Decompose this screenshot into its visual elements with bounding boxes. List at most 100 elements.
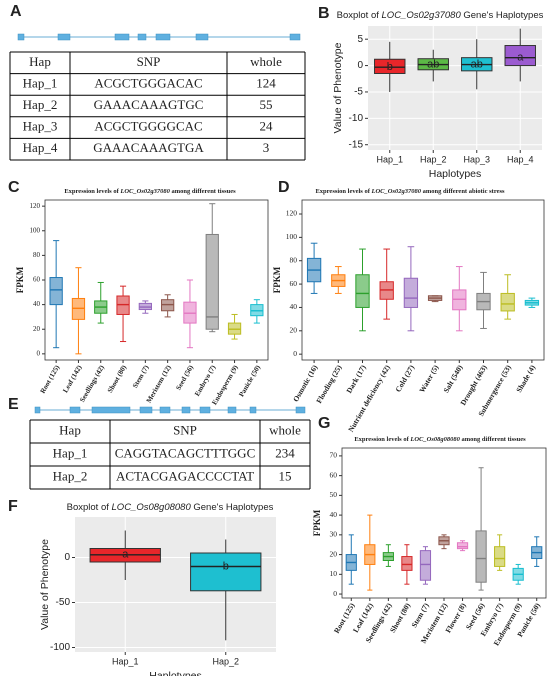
box bbox=[403, 277, 419, 308]
title-part: Expression levels of bbox=[315, 188, 371, 195]
x-tick-label: Hap_1 bbox=[376, 154, 403, 164]
table-cell: GAAACAAAGTGA bbox=[93, 140, 204, 155]
y-tick-label: -100 bbox=[50, 642, 70, 653]
panel-label: A bbox=[10, 3, 22, 20]
significance-letter: b bbox=[223, 560, 229, 572]
table-cell: CAGGTACAGCTTTGGC bbox=[115, 445, 256, 460]
y-tick-label: -50 bbox=[56, 597, 71, 608]
gene-exon bbox=[289, 33, 301, 41]
y-tick-label: 80 bbox=[33, 251, 41, 259]
significance-letter: ab bbox=[471, 58, 483, 70]
x-tick-label: Seed (56) bbox=[174, 363, 195, 391]
box bbox=[205, 233, 219, 330]
panel-label: G bbox=[318, 415, 330, 432]
y-tick-label: -15 bbox=[349, 139, 364, 150]
y-tick-label: 70 bbox=[330, 451, 338, 460]
title-part: Expression levels of bbox=[64, 188, 120, 195]
panel-label: D bbox=[278, 179, 290, 196]
plot-background bbox=[341, 447, 547, 599]
y-tick-label: 60 bbox=[290, 279, 298, 288]
chart-title: Expression levels of LOC_Os08g08080 amon… bbox=[354, 436, 526, 443]
box bbox=[500, 292, 515, 312]
chart-title: Expression levels of LOC_Os02g37080 amon… bbox=[315, 188, 505, 195]
table-cell: Hap_2 bbox=[53, 468, 88, 483]
gene-exon bbox=[155, 33, 171, 41]
gene-exon bbox=[34, 406, 41, 414]
title-part: Gene's Haplotypes bbox=[191, 502, 274, 513]
gene-exon bbox=[17, 33, 25, 41]
title-part: among different tissues bbox=[460, 436, 526, 443]
x-tick-label: Hap_2 bbox=[212, 656, 239, 666]
x-tick-label: Hap_2 bbox=[420, 154, 447, 164]
chart-title: Boxplot of LOC_Os08g08080 Gene's Haploty… bbox=[67, 502, 274, 513]
x-tick-label: Salt (540) bbox=[441, 363, 464, 394]
x-tick-label: Root (125) bbox=[39, 363, 62, 395]
significance-letter: ab bbox=[427, 58, 439, 70]
y-tick-label: 10 bbox=[330, 569, 338, 578]
box bbox=[504, 45, 536, 67]
y-tick-label: 100 bbox=[30, 226, 41, 234]
panel-label: E bbox=[8, 396, 19, 413]
y-tick-label: -10 bbox=[349, 113, 364, 124]
gene-exon bbox=[249, 406, 257, 414]
y-tick-label: 120 bbox=[286, 209, 298, 218]
y-axis-title: Value of Phenotype bbox=[39, 539, 51, 630]
title-part: LOC_Os02g37080 bbox=[371, 188, 422, 195]
table-cell: 24 bbox=[260, 119, 274, 134]
y-tick-label: 20 bbox=[290, 326, 298, 335]
y-tick-label: 0 bbox=[293, 349, 297, 358]
table-cell: ACGCTGGGACAC bbox=[94, 75, 202, 90]
x-tick-label: Hap_1 bbox=[112, 656, 139, 666]
x-tick-label: Shade (4) bbox=[514, 363, 537, 394]
panel-label: F bbox=[8, 498, 18, 515]
x-tick-label: Water (5) bbox=[417, 363, 440, 394]
y-tick-label: 0 bbox=[64, 552, 70, 563]
table-cell: Hap_1 bbox=[53, 445, 88, 460]
table-cell: GAAACAAAGTGC bbox=[94, 97, 204, 112]
box bbox=[190, 552, 262, 592]
x-tick-label: Hap_3 bbox=[463, 154, 490, 164]
title-part: LOC_Os08g08080 bbox=[112, 502, 192, 513]
panel-label: B bbox=[318, 5, 330, 22]
y-tick-label: 20 bbox=[33, 325, 41, 333]
x-tick-label: Shoot (80) bbox=[106, 363, 129, 394]
x-axis-title: Haplotypes bbox=[149, 670, 202, 676]
box bbox=[456, 542, 469, 550]
significance-letter: a bbox=[122, 549, 129, 561]
x-tick-label: Leaf (142) bbox=[61, 363, 84, 394]
panel-label: C bbox=[8, 179, 20, 196]
y-tick-label: 20 bbox=[330, 549, 338, 558]
table-cell: 3 bbox=[263, 140, 270, 155]
table-cell: Hap bbox=[59, 422, 81, 437]
chart-title: Boxplot of LOC_Os02g37080 Gene's Haploty… bbox=[337, 10, 544, 21]
y-tick-label: 60 bbox=[330, 470, 338, 479]
y-tick-label: 80 bbox=[290, 255, 298, 264]
gene-exon bbox=[181, 406, 191, 414]
significance-letter: b bbox=[387, 61, 393, 73]
gene-exon bbox=[295, 406, 306, 414]
box bbox=[494, 546, 506, 567]
gene-exon bbox=[195, 33, 209, 41]
gene-exon bbox=[114, 33, 130, 41]
box bbox=[374, 58, 406, 74]
table-cell: 55 bbox=[260, 97, 273, 112]
y-tick-label: 0 bbox=[37, 349, 41, 357]
gene-exon bbox=[199, 406, 211, 414]
gene-exon bbox=[57, 33, 71, 41]
title-part: LOC_Os02g37080 bbox=[119, 188, 170, 195]
table-cell: Hap_3 bbox=[23, 119, 58, 134]
x-tick-label: Hap_4 bbox=[507, 154, 534, 164]
y-tick-label: 30 bbox=[330, 530, 338, 539]
box bbox=[475, 530, 487, 583]
table-cell: whole bbox=[269, 422, 301, 437]
table-cell: whole bbox=[250, 54, 282, 69]
y-tick-label: 40 bbox=[33, 300, 41, 308]
title-part: Gene's Haplotypes bbox=[461, 10, 544, 21]
table-cell: ACGCTGGGGCAC bbox=[94, 119, 202, 134]
table-cell: ACTACGAGACCCCTAT bbox=[116, 468, 254, 483]
y-tick-label: 120 bbox=[30, 202, 41, 210]
gene-exon bbox=[91, 406, 131, 414]
plot-background bbox=[368, 26, 542, 150]
box bbox=[355, 274, 370, 308]
